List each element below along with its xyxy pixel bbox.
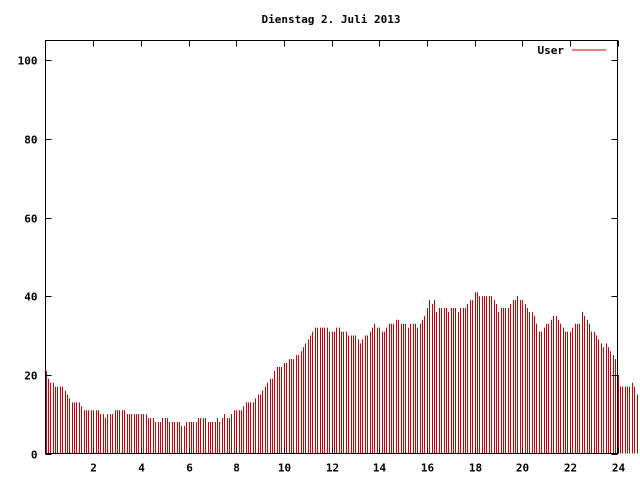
x-tick-label: 16 (421, 462, 435, 475)
chart-title: Dienstag 2. Juli 2013 (261, 13, 400, 26)
y-tick-label: 0 (31, 449, 38, 462)
x-tick-label: 6 (186, 462, 193, 475)
legend-label: User (538, 44, 565, 57)
x-tick-label: 14 (373, 462, 387, 475)
x-tick-label: 4 (138, 462, 145, 475)
legend: User (538, 44, 606, 57)
y-tick-label: 20 (24, 370, 37, 383)
y-tick-label: 60 (24, 213, 37, 226)
y-tick-label: 40 (24, 291, 37, 304)
x-tick-label: 12 (326, 462, 339, 475)
bars-group (46, 292, 638, 454)
x-tick-label: 8 (233, 462, 240, 475)
x-tick-label: 2 (90, 462, 97, 475)
y-tick-label: 80 (24, 134, 37, 147)
x-tick-label: 22 (564, 462, 577, 475)
x-tick-label: 20 (516, 462, 529, 475)
y-tick-label: 100 (18, 55, 38, 68)
x-tick-label: 18 (469, 462, 482, 475)
plot-frame (45, 40, 618, 454)
x-tick-label: 10 (278, 462, 291, 475)
x-tick-label: 24 (612, 462, 626, 475)
